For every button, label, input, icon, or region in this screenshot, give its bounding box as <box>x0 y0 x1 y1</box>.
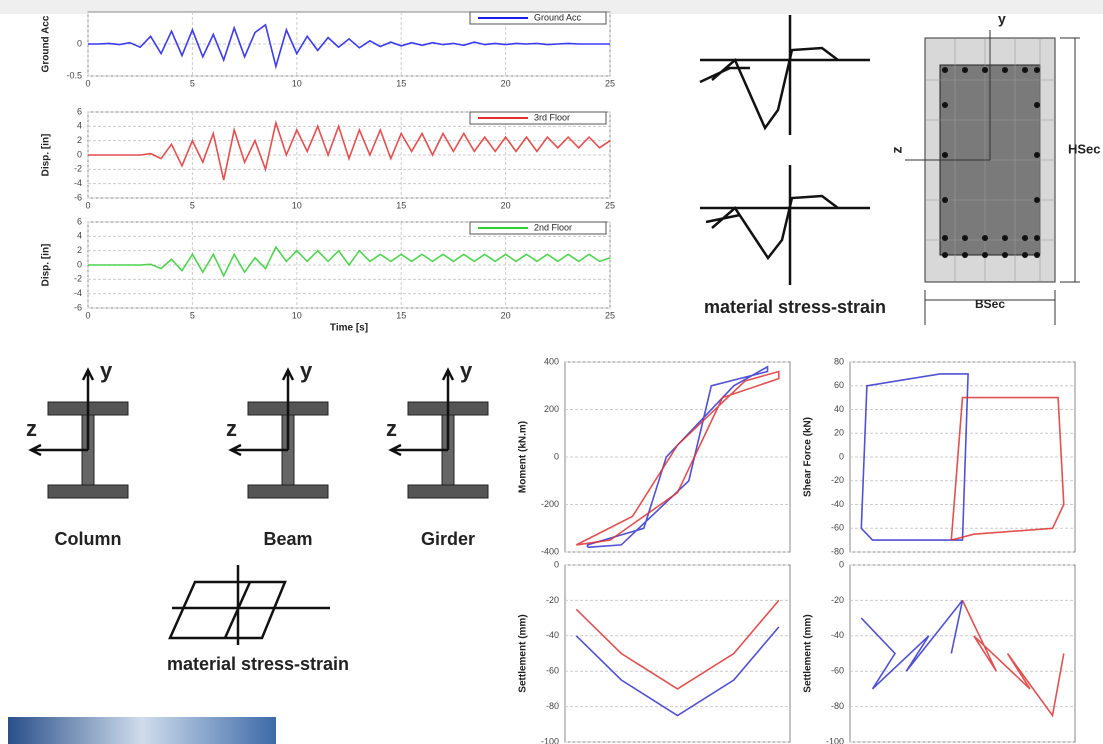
axis-label: z <box>386 416 397 441</box>
flange <box>48 485 128 498</box>
legend-label: Ground Acc <box>534 12 582 22</box>
y-tick-label: -6 <box>74 192 82 202</box>
x-tick-label: 10 <box>292 200 302 210</box>
dimension-label: BSec <box>975 297 1005 311</box>
axis-label: y <box>460 358 473 383</box>
x-tick-label: 5 <box>190 310 195 320</box>
cross-section <box>905 30 1080 325</box>
legend-label: 3rd Floor <box>534 112 570 122</box>
y-tick-label: -100 <box>541 736 559 744</box>
x-tick-label: 20 <box>501 310 511 320</box>
y-tick-label: 0 <box>839 559 844 569</box>
y-tick-label: 0 <box>77 38 82 48</box>
y-tick-label: -2 <box>74 274 82 284</box>
y-tick-label: -60 <box>831 523 844 533</box>
x-tick-label: 0 <box>85 200 90 210</box>
y-tick-label: -80 <box>546 701 559 711</box>
member-name: Beam <box>263 529 312 549</box>
y-tick-label: -400 <box>541 546 559 556</box>
y-axis-label: Shear Force (kN) <box>803 417 814 497</box>
y-axis-label: Settlement (mm) <box>518 614 529 692</box>
y-tick-label: 40 <box>834 404 844 414</box>
flange <box>408 485 488 498</box>
y-tick-label: 0 <box>77 149 82 159</box>
dimension-label: HSec <box>1068 141 1101 156</box>
axis-label: y <box>100 358 113 383</box>
y-tick-label: -60 <box>546 666 559 676</box>
x-tick-label: 25 <box>605 78 615 88</box>
y-tick-label: 6 <box>77 106 82 116</box>
x-tick-label: 15 <box>396 78 406 88</box>
y-tick-label: -4 <box>74 288 82 298</box>
y-tick-label: 0 <box>839 451 844 461</box>
caption: material stress-strain <box>704 297 886 317</box>
y-tick-label: 4 <box>77 231 82 241</box>
y-axis-label: Disp. [in] <box>41 244 52 287</box>
y-tick-label: 2 <box>77 135 82 145</box>
y-tick-label: -40 <box>831 630 844 640</box>
y-tick-label: 0 <box>554 451 559 461</box>
member-name: Girder <box>421 529 475 549</box>
y-tick-label: -80 <box>831 546 844 556</box>
axis-label: z <box>26 416 37 441</box>
y-tick-label: -0.5 <box>66 70 82 80</box>
y-tick-label: -20 <box>546 595 559 605</box>
y-axis-label: Moment (kN.m) <box>518 421 529 493</box>
x-tick-label: 20 <box>501 78 511 88</box>
y-tick-label: 0 <box>77 259 82 269</box>
photo <box>8 717 276 744</box>
y-tick-label: 6 <box>77 216 82 226</box>
x-tick-label: 10 <box>292 78 302 88</box>
y-tick-label: 20 <box>834 428 844 438</box>
y-tick-label: 400 <box>544 356 559 366</box>
y-tick-label: -80 <box>831 701 844 711</box>
y-tick-label: -6 <box>74 302 82 312</box>
y-tick-label: 80 <box>834 356 844 366</box>
y-tick-label: -200 <box>541 499 559 509</box>
members: y z Column y z Beam y z Girder <box>26 358 488 549</box>
axis-label: z <box>226 416 237 441</box>
axis-label: z <box>889 147 905 154</box>
y-tick-label: -40 <box>831 499 844 509</box>
y-tick-label: -2 <box>74 164 82 174</box>
y-axis-label: Settlement (mm) <box>803 614 814 692</box>
x-tick-label: 25 <box>605 310 615 320</box>
plot-area <box>850 565 1075 742</box>
page: {"chart_data": [ {"type": "line", "ylabe… <box>0 0 1103 744</box>
y-tick-label: 60 <box>834 380 844 390</box>
y-axis-label: Disp. [in] <box>41 134 52 177</box>
x-tick-label: 15 <box>396 200 406 210</box>
x-tick-label: 5 <box>190 78 195 88</box>
x-tick-label: 20 <box>501 200 511 210</box>
y-tick-label: -60 <box>831 666 844 676</box>
x-tick-label: 5 <box>190 200 195 210</box>
y-tick-label: -40 <box>546 630 559 640</box>
legend-label: 2nd Floor <box>534 222 572 232</box>
x-tick-label: 25 <box>605 200 615 210</box>
y-tick-label: -100 <box>826 736 844 744</box>
x-tick-label: 0 <box>85 310 90 320</box>
axis-label: y <box>300 358 313 383</box>
x-axis-label: Time [s] <box>330 323 368 334</box>
y-tick-label: 2 <box>77 245 82 255</box>
collage: material stress-strain y z BSec HSec y z C… <box>0 0 1103 744</box>
y-tick-label: -20 <box>831 595 844 605</box>
y-tick-label: -4 <box>74 178 82 188</box>
member-name: Column <box>55 529 122 549</box>
stress-strain-sketch <box>700 15 870 285</box>
y-tick-label: 0 <box>554 559 559 569</box>
x-tick-label: 10 <box>292 310 302 320</box>
x-tick-label: 15 <box>396 310 406 320</box>
axis-label: y <box>998 11 1006 27</box>
y-tick-label: 4 <box>77 121 82 131</box>
y-tick-label: -20 <box>831 475 844 485</box>
caption: material stress-strain <box>167 654 349 674</box>
x-tick-label: 0 <box>85 78 90 88</box>
y-tick-label: 200 <box>544 404 559 414</box>
flange <box>248 485 328 498</box>
y-axis-label: Ground Acc <box>41 15 52 72</box>
stress-strain-sketch <box>170 565 330 645</box>
